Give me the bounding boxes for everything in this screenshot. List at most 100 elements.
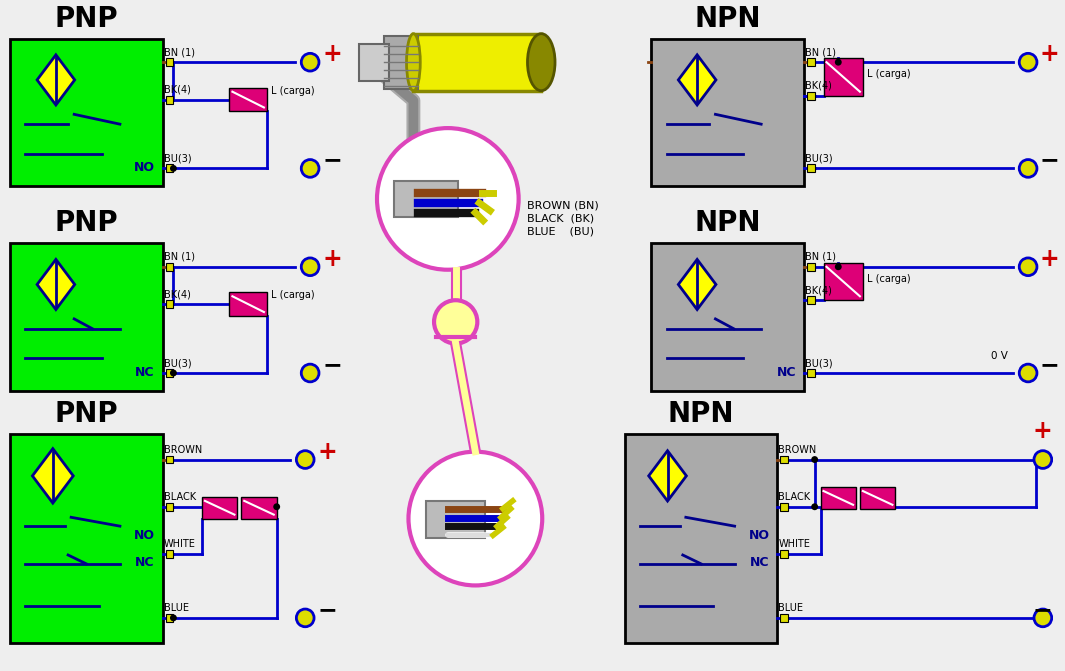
Text: BK(4): BK(4) bbox=[805, 81, 832, 91]
Bar bbox=[426, 501, 486, 538]
Bar bbox=[781, 550, 788, 558]
Text: L (carga): L (carga) bbox=[271, 291, 314, 300]
Text: NO: NO bbox=[134, 529, 154, 542]
Bar bbox=[781, 614, 788, 622]
Bar bbox=[165, 369, 174, 377]
Text: −: − bbox=[1039, 148, 1060, 172]
Bar bbox=[165, 456, 174, 464]
Bar bbox=[807, 164, 815, 172]
Bar bbox=[820, 487, 856, 509]
Text: NPN: NPN bbox=[694, 5, 760, 33]
Text: −: − bbox=[323, 148, 343, 172]
Text: +: + bbox=[323, 42, 343, 66]
Circle shape bbox=[1034, 451, 1052, 468]
Circle shape bbox=[170, 165, 177, 172]
Text: NPN: NPN bbox=[694, 209, 760, 238]
Bar bbox=[359, 44, 389, 81]
Circle shape bbox=[296, 609, 314, 627]
Text: BK(4): BK(4) bbox=[805, 285, 832, 295]
Text: +: + bbox=[1039, 247, 1060, 271]
Text: +: + bbox=[318, 440, 338, 464]
Text: NC: NC bbox=[750, 556, 769, 569]
Circle shape bbox=[812, 503, 818, 510]
Circle shape bbox=[170, 615, 177, 621]
Text: BK(4): BK(4) bbox=[164, 85, 191, 95]
Circle shape bbox=[301, 364, 320, 382]
Text: +: + bbox=[1039, 42, 1060, 66]
Circle shape bbox=[835, 263, 841, 270]
Bar bbox=[652, 39, 804, 186]
Bar bbox=[165, 503, 174, 511]
Ellipse shape bbox=[407, 34, 421, 91]
Bar bbox=[413, 34, 541, 91]
Bar bbox=[11, 39, 163, 186]
Polygon shape bbox=[37, 55, 75, 105]
Bar bbox=[165, 263, 174, 270]
Text: BU(3): BU(3) bbox=[164, 358, 192, 368]
Text: NC: NC bbox=[776, 366, 796, 379]
Bar bbox=[165, 58, 174, 66]
Bar bbox=[383, 36, 419, 89]
Text: BN (1): BN (1) bbox=[164, 252, 195, 262]
Text: BN (1): BN (1) bbox=[805, 252, 836, 262]
Text: BLUE    (BU): BLUE (BU) bbox=[526, 226, 593, 236]
Bar bbox=[394, 181, 458, 217]
Text: NO: NO bbox=[749, 529, 769, 542]
Text: PNP: PNP bbox=[54, 209, 118, 238]
Bar bbox=[807, 369, 815, 377]
Text: BLUE: BLUE bbox=[779, 603, 803, 613]
Bar bbox=[781, 456, 788, 464]
Text: BU(3): BU(3) bbox=[805, 358, 833, 368]
Circle shape bbox=[409, 452, 542, 585]
Polygon shape bbox=[37, 260, 75, 309]
Polygon shape bbox=[678, 260, 716, 309]
Text: BU(3): BU(3) bbox=[805, 154, 833, 164]
Bar bbox=[11, 434, 163, 643]
Ellipse shape bbox=[527, 34, 555, 91]
Bar bbox=[165, 614, 174, 622]
Bar bbox=[202, 497, 237, 519]
Text: NC: NC bbox=[135, 366, 154, 379]
Text: BK(4): BK(4) bbox=[164, 289, 191, 299]
Text: −: − bbox=[318, 598, 338, 622]
Polygon shape bbox=[649, 451, 687, 501]
Bar bbox=[165, 300, 174, 308]
Text: WHITE: WHITE bbox=[164, 539, 196, 549]
Circle shape bbox=[1019, 54, 1037, 71]
Circle shape bbox=[1034, 609, 1052, 627]
Circle shape bbox=[377, 128, 519, 270]
Circle shape bbox=[296, 451, 314, 468]
Polygon shape bbox=[32, 449, 73, 503]
Circle shape bbox=[812, 456, 818, 463]
Bar bbox=[823, 58, 863, 96]
Text: BN (1): BN (1) bbox=[805, 47, 836, 57]
Text: WHITE: WHITE bbox=[779, 539, 810, 549]
Circle shape bbox=[301, 258, 320, 276]
Text: 0 V: 0 V bbox=[990, 351, 1007, 361]
Text: L (carga): L (carga) bbox=[271, 86, 314, 96]
Text: −: − bbox=[1039, 353, 1060, 377]
Circle shape bbox=[301, 54, 320, 71]
Bar bbox=[229, 88, 267, 111]
Text: BN (1): BN (1) bbox=[164, 47, 195, 57]
Bar bbox=[165, 550, 174, 558]
Bar bbox=[652, 243, 804, 391]
Text: NPN: NPN bbox=[668, 400, 735, 428]
Bar bbox=[781, 503, 788, 511]
Text: BLACK: BLACK bbox=[779, 492, 810, 502]
Circle shape bbox=[170, 370, 177, 376]
Text: BROWN: BROWN bbox=[164, 445, 202, 455]
Text: BROWN (BN): BROWN (BN) bbox=[526, 201, 599, 211]
Bar bbox=[165, 164, 174, 172]
Text: −: − bbox=[1033, 598, 1052, 622]
Text: PNP: PNP bbox=[54, 400, 118, 428]
Circle shape bbox=[435, 300, 477, 344]
Text: BU(3): BU(3) bbox=[164, 154, 192, 164]
Text: L (carga): L (carga) bbox=[867, 69, 911, 79]
Bar bbox=[807, 263, 815, 270]
Text: NC: NC bbox=[135, 556, 154, 569]
Circle shape bbox=[1019, 258, 1037, 276]
Bar bbox=[229, 293, 267, 316]
Text: −: − bbox=[323, 353, 343, 377]
Text: BLACK  (BK): BLACK (BK) bbox=[526, 213, 593, 223]
